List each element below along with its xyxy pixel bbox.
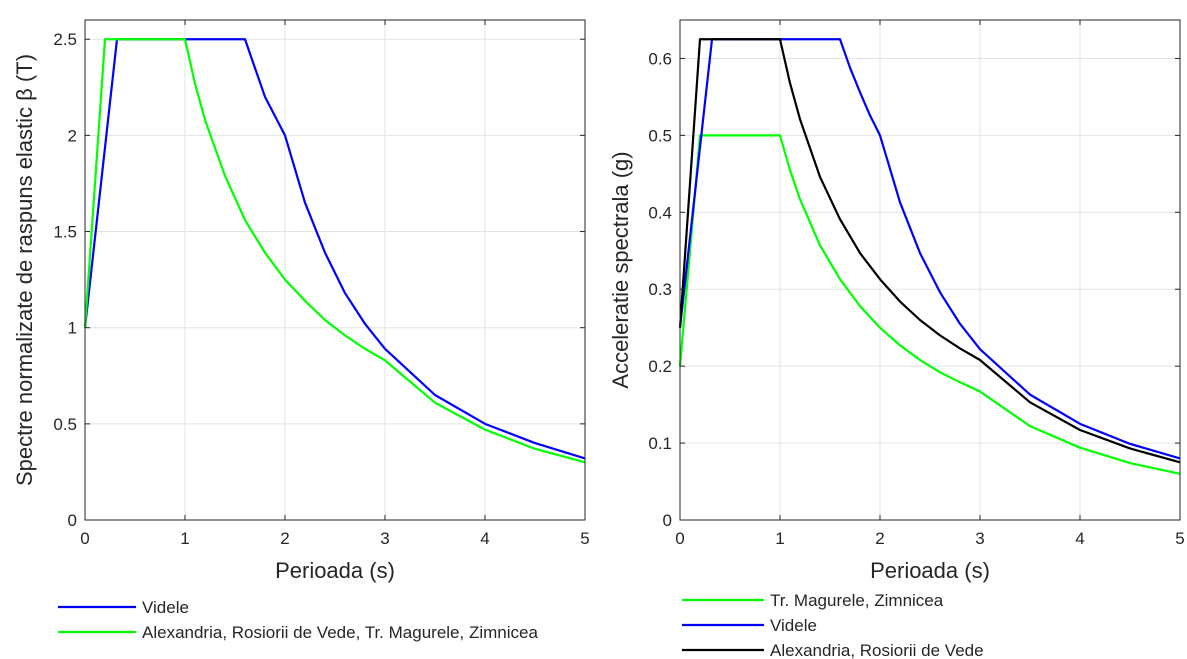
y-tick-label: 1.5 xyxy=(53,223,77,242)
y-tick-label: 0 xyxy=(68,511,77,530)
legend-label: Alexandria, Rosiorii de Vede xyxy=(770,641,984,659)
y-tick-label: 1 xyxy=(68,319,77,338)
plot-area xyxy=(680,20,1180,520)
series-line xyxy=(678,38,1181,464)
y-tick-label: 0.1 xyxy=(648,434,672,453)
y-tick-label: 0.6 xyxy=(648,49,672,68)
y-tick-label: 0.5 xyxy=(648,126,672,145)
x-tick-label: 3 xyxy=(975,529,984,548)
series-line xyxy=(83,38,586,464)
x-tick-label: 2 xyxy=(280,529,289,548)
legend-label: Tr. Magurele, Zimnicea xyxy=(770,591,944,610)
axes-box xyxy=(84,19,586,521)
series-line xyxy=(678,134,1181,475)
x-tick-label: 5 xyxy=(1175,529,1184,548)
y-tick-label: 0.2 xyxy=(648,357,672,376)
legend-label: Videle xyxy=(770,616,817,635)
legend-label: Videle xyxy=(142,598,189,617)
y-axis-label: Spectre normalizate de raspuns elastic β… xyxy=(12,54,37,486)
x-tick-label: 3 xyxy=(380,529,389,548)
x-tick-label: 0 xyxy=(675,529,684,548)
y-tick-label: 2.5 xyxy=(53,30,77,49)
y-tick-label: 0.3 xyxy=(648,280,672,299)
plot-area xyxy=(85,20,585,520)
x-tick-label: 1 xyxy=(775,529,784,548)
x-tick-label: 5 xyxy=(580,529,589,548)
x-tick-label: 0 xyxy=(80,529,89,548)
y-axis-label: Acceleratie spectrala (g) xyxy=(608,151,633,388)
axes-box xyxy=(679,19,1181,521)
series-line xyxy=(83,38,586,460)
y-tick-label: 0.4 xyxy=(648,203,672,222)
right-chart: 0 1 2 3 4 5 0 0.1 0.2 0.3 0.4 0.5 0.6 Perioada (s) Acc… xyxy=(608,19,1185,659)
x-tick-label: 2 xyxy=(875,529,884,548)
y-tick-label: 2 xyxy=(68,126,77,145)
x-axis-label: Perioada (s) xyxy=(275,558,395,583)
y-tick-label: 0.5 xyxy=(53,415,77,434)
x-tick-label: 1 xyxy=(180,529,189,548)
y-tick-label: 0 xyxy=(663,511,672,530)
x-axis-label: Perioada (s) xyxy=(870,558,990,583)
x-tick-label: 4 xyxy=(1075,529,1084,548)
left-chart: 0 1 2 3 4 5 0 0.5 1 1.5 2 2.5 Perioada (s) Spectre no… xyxy=(12,19,590,642)
legend-label: Alexandria, Rosiorii de Vede, Tr. Magure… xyxy=(142,623,538,642)
series-line xyxy=(678,38,1181,460)
x-tick-label: 4 xyxy=(480,529,489,548)
